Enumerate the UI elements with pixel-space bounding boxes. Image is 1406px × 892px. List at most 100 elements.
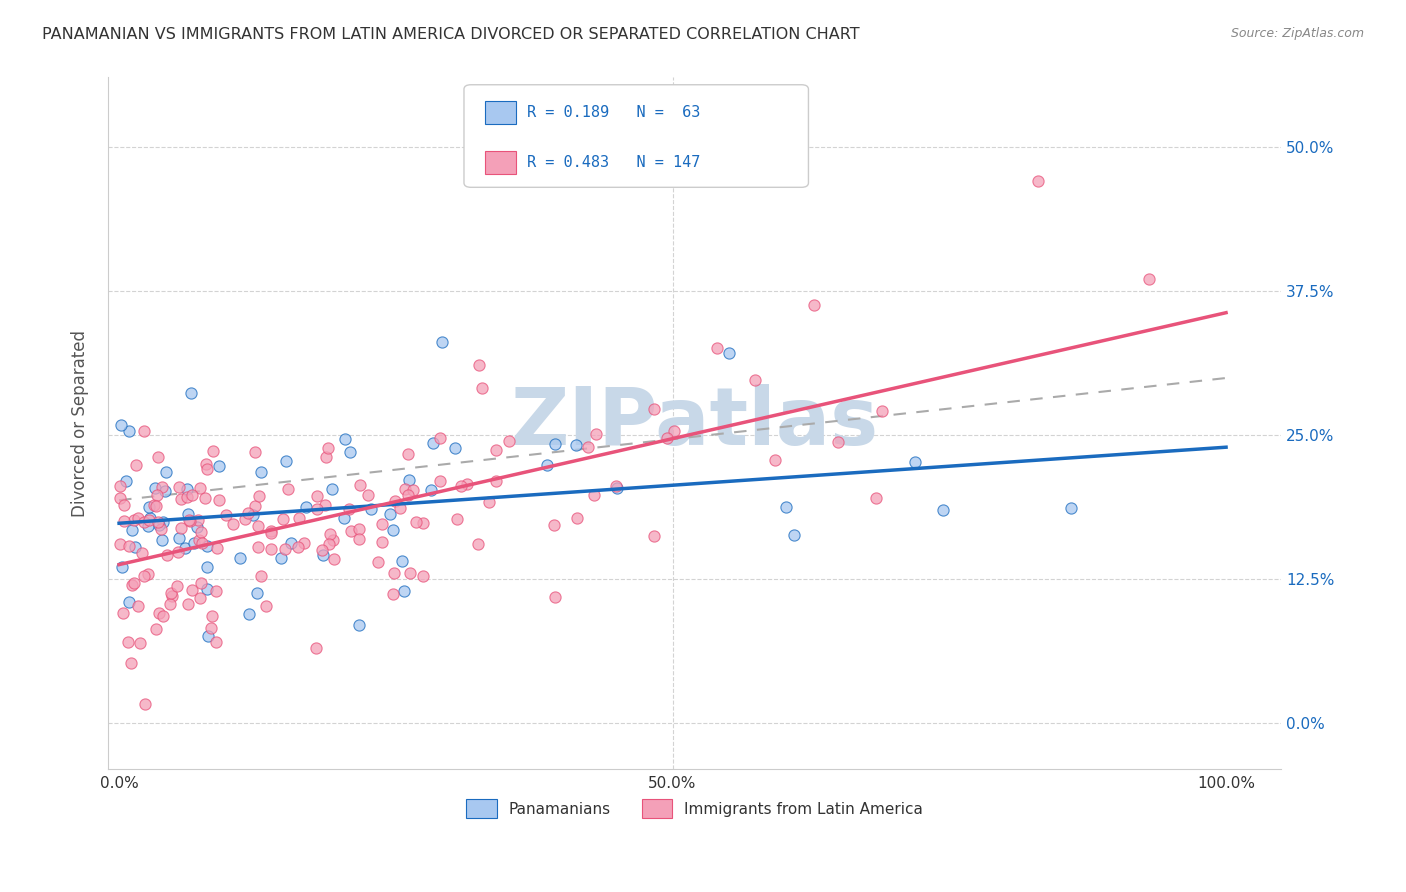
Point	[111, 559, 134, 574]
Point	[323, 551, 346, 566]
Point	[643, 402, 665, 417]
Point	[188, 591, 211, 605]
Point	[138, 500, 160, 514]
Point	[1060, 500, 1083, 515]
Point	[419, 483, 441, 497]
Point	[391, 553, 413, 567]
Point	[360, 502, 382, 516]
Point	[349, 478, 371, 492]
Point	[287, 540, 309, 554]
Point	[122, 512, 145, 526]
Point	[180, 386, 202, 401]
Point	[122, 576, 145, 591]
Point	[124, 540, 146, 554]
Point	[127, 510, 149, 524]
Text: PANAMANIAN VS IMMIGRANTS FROM LATIN AMERICA DIVORCED OR SEPARATED CORRELATION CH: PANAMANIAN VS IMMIGRANTS FROM LATIN AMER…	[42, 27, 860, 42]
Point	[155, 465, 177, 479]
Point	[583, 488, 606, 502]
Point	[260, 542, 283, 557]
Point	[136, 518, 159, 533]
Point	[316, 441, 339, 455]
Point	[485, 443, 508, 458]
Point	[392, 584, 415, 599]
Point	[183, 536, 205, 550]
Point	[108, 491, 131, 505]
Point	[314, 498, 336, 512]
Point	[134, 424, 156, 438]
Point	[176, 482, 198, 496]
Point	[208, 459, 231, 474]
Point	[167, 481, 190, 495]
Point	[204, 584, 226, 599]
Point	[221, 516, 243, 531]
Point	[118, 594, 141, 608]
Point	[148, 606, 170, 620]
Text: R = 0.189   N =  63: R = 0.189 N = 63	[527, 105, 700, 120]
Point	[108, 479, 131, 493]
Point	[120, 656, 142, 670]
Point	[322, 533, 344, 547]
Point	[177, 513, 200, 527]
Point	[202, 444, 225, 458]
Point	[471, 381, 494, 395]
Point	[288, 511, 311, 525]
Point	[205, 541, 228, 555]
Point	[246, 586, 269, 600]
Point	[174, 541, 197, 555]
Point	[250, 569, 273, 583]
Point	[117, 634, 139, 648]
Point	[195, 582, 218, 596]
Point	[576, 440, 599, 454]
Point	[305, 489, 328, 503]
Point	[544, 590, 567, 604]
Point	[156, 549, 179, 563]
Point	[378, 507, 401, 521]
Point	[485, 475, 508, 489]
Point	[114, 498, 136, 512]
Point	[333, 432, 356, 446]
Point	[405, 515, 427, 529]
Point	[803, 298, 825, 312]
Point	[280, 536, 302, 550]
Text: ZIPatlas: ZIPatlas	[510, 384, 879, 462]
Point	[717, 346, 740, 360]
Point	[146, 450, 169, 465]
Point	[150, 522, 173, 536]
Point	[146, 488, 169, 502]
Point	[131, 546, 153, 560]
Point	[367, 555, 389, 569]
Point	[190, 525, 212, 540]
Point	[430, 334, 453, 349]
Point	[347, 522, 370, 536]
Point	[111, 606, 134, 620]
Point	[543, 518, 565, 533]
Point	[236, 506, 259, 520]
Point	[148, 515, 170, 529]
Point	[134, 516, 156, 530]
Point	[191, 536, 214, 550]
Point	[394, 482, 416, 496]
Point	[827, 435, 849, 450]
Point	[567, 510, 589, 524]
Text: Source: ZipAtlas.com: Source: ZipAtlas.com	[1230, 27, 1364, 40]
Point	[865, 491, 887, 505]
Point	[186, 520, 208, 534]
Point	[371, 534, 394, 549]
Point	[1137, 272, 1160, 286]
Point	[118, 424, 141, 438]
Point	[337, 501, 360, 516]
Point	[467, 358, 489, 372]
Point	[315, 450, 337, 464]
Point	[177, 507, 200, 521]
Point	[138, 510, 160, 524]
Point	[110, 417, 132, 432]
Point	[125, 458, 148, 473]
Point	[446, 512, 468, 526]
Point	[246, 541, 269, 555]
Point	[399, 566, 422, 581]
Point	[195, 560, 218, 574]
Point	[429, 431, 451, 445]
Point	[565, 438, 588, 452]
Point	[478, 495, 501, 509]
Point	[498, 434, 520, 448]
